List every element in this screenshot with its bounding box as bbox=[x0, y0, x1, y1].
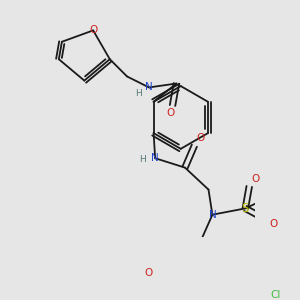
Text: O: O bbox=[196, 133, 205, 143]
Text: N: N bbox=[208, 210, 216, 220]
Text: O: O bbox=[269, 219, 278, 229]
Text: O: O bbox=[144, 268, 152, 278]
Text: O: O bbox=[89, 26, 97, 35]
Text: H: H bbox=[135, 89, 141, 98]
Text: N: N bbox=[151, 153, 159, 163]
Text: O: O bbox=[167, 108, 175, 118]
Text: S: S bbox=[242, 202, 249, 215]
Text: N: N bbox=[145, 82, 153, 92]
Text: O: O bbox=[251, 174, 260, 184]
Text: Cl: Cl bbox=[271, 290, 281, 300]
Text: H: H bbox=[139, 155, 146, 164]
